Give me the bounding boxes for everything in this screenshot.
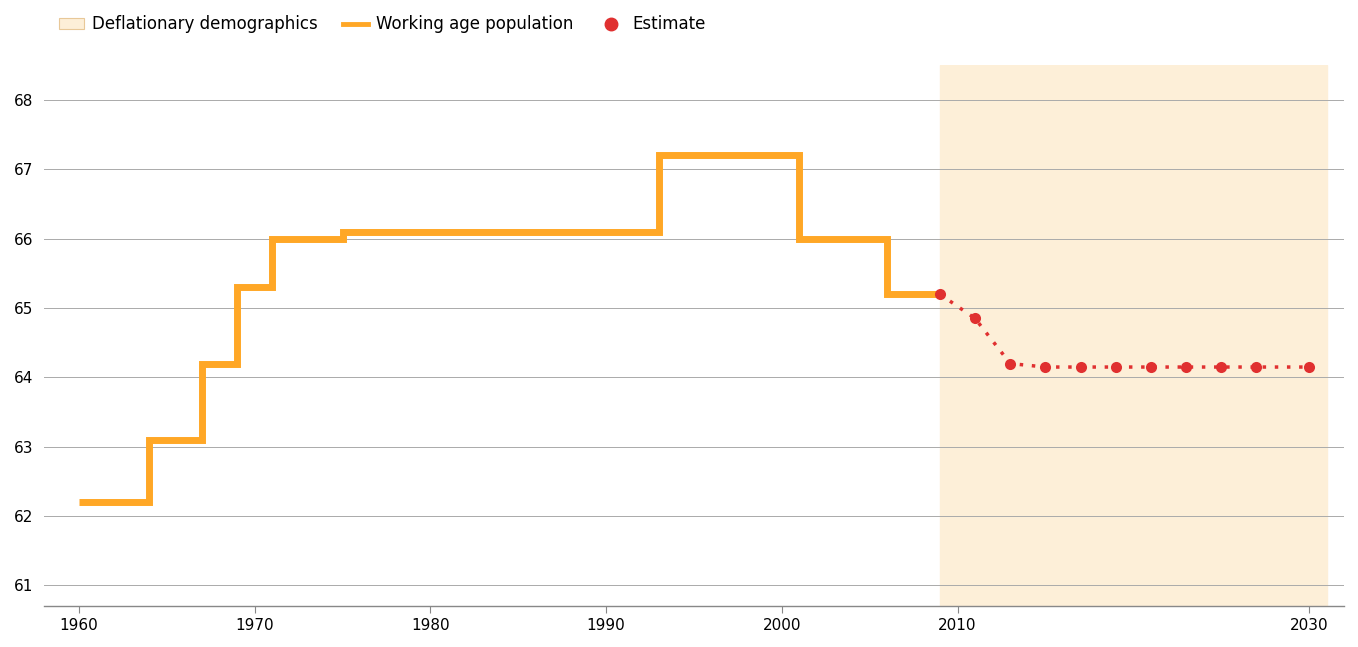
Bar <box>940 65 1327 606</box>
Legend: Deflationary demographics, Working age population, Estimate: Deflationary demographics, Working age p… <box>52 9 712 40</box>
